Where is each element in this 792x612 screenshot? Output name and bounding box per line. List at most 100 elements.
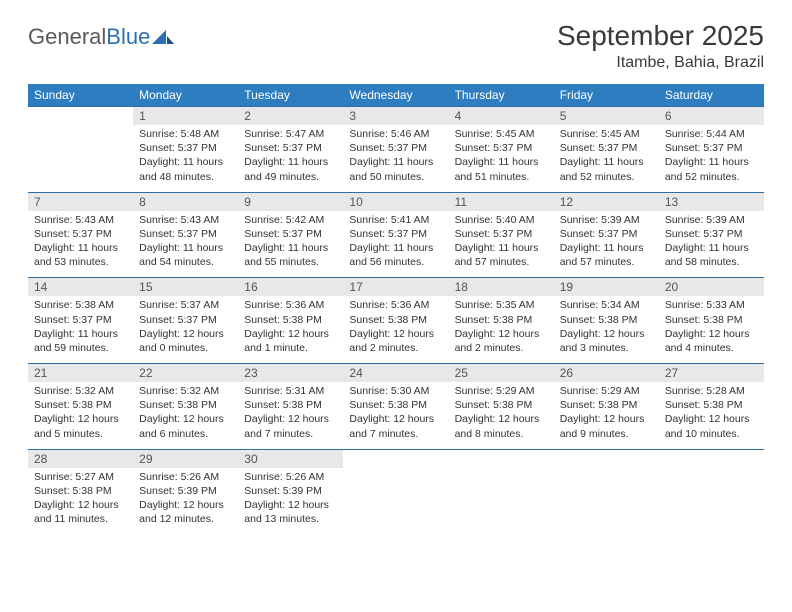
day-number: 13	[659, 193, 764, 211]
sunset-text: Sunset: 5:37 PM	[455, 141, 548, 155]
day-number: 23	[238, 364, 343, 382]
dayhead-tue: Tuesday	[238, 84, 343, 107]
day-body: Sunrise: 5:29 AMSunset: 5:38 PMDaylight:…	[554, 382, 659, 449]
day-cell: 19Sunrise: 5:34 AMSunset: 5:38 PMDayligh…	[554, 278, 659, 364]
daylight-text: Daylight: 12 hours and 12 minutes.	[139, 498, 232, 526]
day-number: 28	[28, 450, 133, 468]
week-row: 7Sunrise: 5:43 AMSunset: 5:37 PMDaylight…	[28, 192, 764, 278]
day-body: Sunrise: 5:45 AMSunset: 5:37 PMDaylight:…	[449, 125, 554, 192]
sunrise-text: Sunrise: 5:35 AM	[455, 298, 548, 312]
day-number: 15	[133, 278, 238, 296]
day-body	[28, 111, 133, 169]
sunset-text: Sunset: 5:38 PM	[455, 398, 548, 412]
day-number: 10	[343, 193, 448, 211]
day-cell: 15Sunrise: 5:37 AMSunset: 5:37 PMDayligh…	[133, 278, 238, 364]
sunrise-text: Sunrise: 5:37 AM	[139, 298, 232, 312]
day-number: 9	[238, 193, 343, 211]
day-number: 11	[449, 193, 554, 211]
daylight-text: Daylight: 12 hours and 4 minutes.	[665, 327, 758, 355]
sunrise-text: Sunrise: 5:34 AM	[560, 298, 653, 312]
sunset-text: Sunset: 5:38 PM	[244, 313, 337, 327]
day-body: Sunrise: 5:28 AMSunset: 5:38 PMDaylight:…	[659, 382, 764, 449]
sunset-text: Sunset: 5:39 PM	[244, 484, 337, 498]
day-number: 19	[554, 278, 659, 296]
calendar-page: GeneralBlue September 2025 Itambe, Bahia…	[0, 0, 792, 554]
day-body: Sunrise: 5:47 AMSunset: 5:37 PMDaylight:…	[238, 125, 343, 192]
sunrise-text: Sunrise: 5:43 AM	[139, 213, 232, 227]
sunrise-text: Sunrise: 5:30 AM	[349, 384, 442, 398]
daylight-text: Daylight: 11 hours and 48 minutes.	[139, 155, 232, 183]
sunrise-text: Sunrise: 5:48 AM	[139, 127, 232, 141]
day-cell: 9Sunrise: 5:42 AMSunset: 5:37 PMDaylight…	[238, 192, 343, 278]
day-cell: 28Sunrise: 5:27 AMSunset: 5:38 PMDayligh…	[28, 449, 133, 534]
daylight-text: Daylight: 11 hours and 54 minutes.	[139, 241, 232, 269]
day-cell: 24Sunrise: 5:30 AMSunset: 5:38 PMDayligh…	[343, 364, 448, 450]
day-number: 26	[554, 364, 659, 382]
day-body: Sunrise: 5:32 AMSunset: 5:38 PMDaylight:…	[133, 382, 238, 449]
day-number: 21	[28, 364, 133, 382]
sunrise-text: Sunrise: 5:26 AM	[244, 470, 337, 484]
day-cell	[554, 449, 659, 534]
day-cell: 16Sunrise: 5:36 AMSunset: 5:38 PMDayligh…	[238, 278, 343, 364]
day-cell: 21Sunrise: 5:32 AMSunset: 5:38 PMDayligh…	[28, 364, 133, 450]
logo: GeneralBlue	[28, 20, 174, 50]
day-cell: 23Sunrise: 5:31 AMSunset: 5:38 PMDayligh…	[238, 364, 343, 450]
daylight-text: Daylight: 11 hours and 53 minutes.	[34, 241, 127, 269]
day-body: Sunrise: 5:33 AMSunset: 5:38 PMDaylight:…	[659, 296, 764, 363]
sunset-text: Sunset: 5:38 PM	[665, 313, 758, 327]
sunset-text: Sunset: 5:38 PM	[34, 398, 127, 412]
day-cell: 25Sunrise: 5:29 AMSunset: 5:38 PMDayligh…	[449, 364, 554, 450]
daylight-text: Daylight: 12 hours and 10 minutes.	[665, 412, 758, 440]
daylight-text: Daylight: 12 hours and 2 minutes.	[349, 327, 442, 355]
day-cell: 17Sunrise: 5:36 AMSunset: 5:38 PMDayligh…	[343, 278, 448, 364]
day-number: 30	[238, 450, 343, 468]
day-number: 17	[343, 278, 448, 296]
daylight-text: Daylight: 11 hours and 58 minutes.	[665, 241, 758, 269]
day-number: 3	[343, 107, 448, 125]
day-body	[659, 454, 764, 512]
calendar-body: 1Sunrise: 5:48 AMSunset: 5:37 PMDaylight…	[28, 107, 764, 535]
daylight-text: Daylight: 11 hours and 52 minutes.	[665, 155, 758, 183]
day-body	[449, 454, 554, 512]
day-body: Sunrise: 5:42 AMSunset: 5:37 PMDaylight:…	[238, 211, 343, 278]
daylight-text: Daylight: 12 hours and 1 minute.	[244, 327, 337, 355]
daylight-text: Daylight: 12 hours and 11 minutes.	[34, 498, 127, 526]
sunset-text: Sunset: 5:37 PM	[665, 141, 758, 155]
sunset-text: Sunset: 5:38 PM	[560, 313, 653, 327]
sunset-text: Sunset: 5:39 PM	[139, 484, 232, 498]
sunrise-text: Sunrise: 5:46 AM	[349, 127, 442, 141]
month-title: September 2025	[557, 20, 764, 52]
day-body: Sunrise: 5:43 AMSunset: 5:37 PMDaylight:…	[133, 211, 238, 278]
day-number: 22	[133, 364, 238, 382]
logo-sail-icon	[152, 28, 174, 46]
day-cell: 2Sunrise: 5:47 AMSunset: 5:37 PMDaylight…	[238, 107, 343, 193]
day-body: Sunrise: 5:34 AMSunset: 5:38 PMDaylight:…	[554, 296, 659, 363]
calendar-table: Sunday Monday Tuesday Wednesday Thursday…	[28, 84, 764, 534]
sunset-text: Sunset: 5:38 PM	[139, 398, 232, 412]
sunset-text: Sunset: 5:37 PM	[139, 141, 232, 155]
day-number: 2	[238, 107, 343, 125]
day-cell: 22Sunrise: 5:32 AMSunset: 5:38 PMDayligh…	[133, 364, 238, 450]
sunrise-text: Sunrise: 5:29 AM	[560, 384, 653, 398]
day-body: Sunrise: 5:30 AMSunset: 5:38 PMDaylight:…	[343, 382, 448, 449]
day-cell: 5Sunrise: 5:45 AMSunset: 5:37 PMDaylight…	[554, 107, 659, 193]
sunrise-text: Sunrise: 5:26 AM	[139, 470, 232, 484]
day-cell	[28, 107, 133, 193]
day-body	[554, 454, 659, 512]
sunset-text: Sunset: 5:37 PM	[349, 227, 442, 241]
day-body: Sunrise: 5:37 AMSunset: 5:37 PMDaylight:…	[133, 296, 238, 363]
day-body: Sunrise: 5:26 AMSunset: 5:39 PMDaylight:…	[238, 468, 343, 535]
sunset-text: Sunset: 5:37 PM	[244, 227, 337, 241]
daylight-text: Daylight: 12 hours and 3 minutes.	[560, 327, 653, 355]
day-cell: 29Sunrise: 5:26 AMSunset: 5:39 PMDayligh…	[133, 449, 238, 534]
week-row: 21Sunrise: 5:32 AMSunset: 5:38 PMDayligh…	[28, 364, 764, 450]
day-number: 18	[449, 278, 554, 296]
sunrise-text: Sunrise: 5:29 AM	[455, 384, 548, 398]
day-body: Sunrise: 5:36 AMSunset: 5:38 PMDaylight:…	[238, 296, 343, 363]
day-cell	[343, 449, 448, 534]
sunrise-text: Sunrise: 5:44 AM	[665, 127, 758, 141]
day-body	[343, 454, 448, 512]
sunset-text: Sunset: 5:38 PM	[349, 313, 442, 327]
daylight-text: Daylight: 12 hours and 0 minutes.	[139, 327, 232, 355]
day-cell: 1Sunrise: 5:48 AMSunset: 5:37 PMDaylight…	[133, 107, 238, 193]
